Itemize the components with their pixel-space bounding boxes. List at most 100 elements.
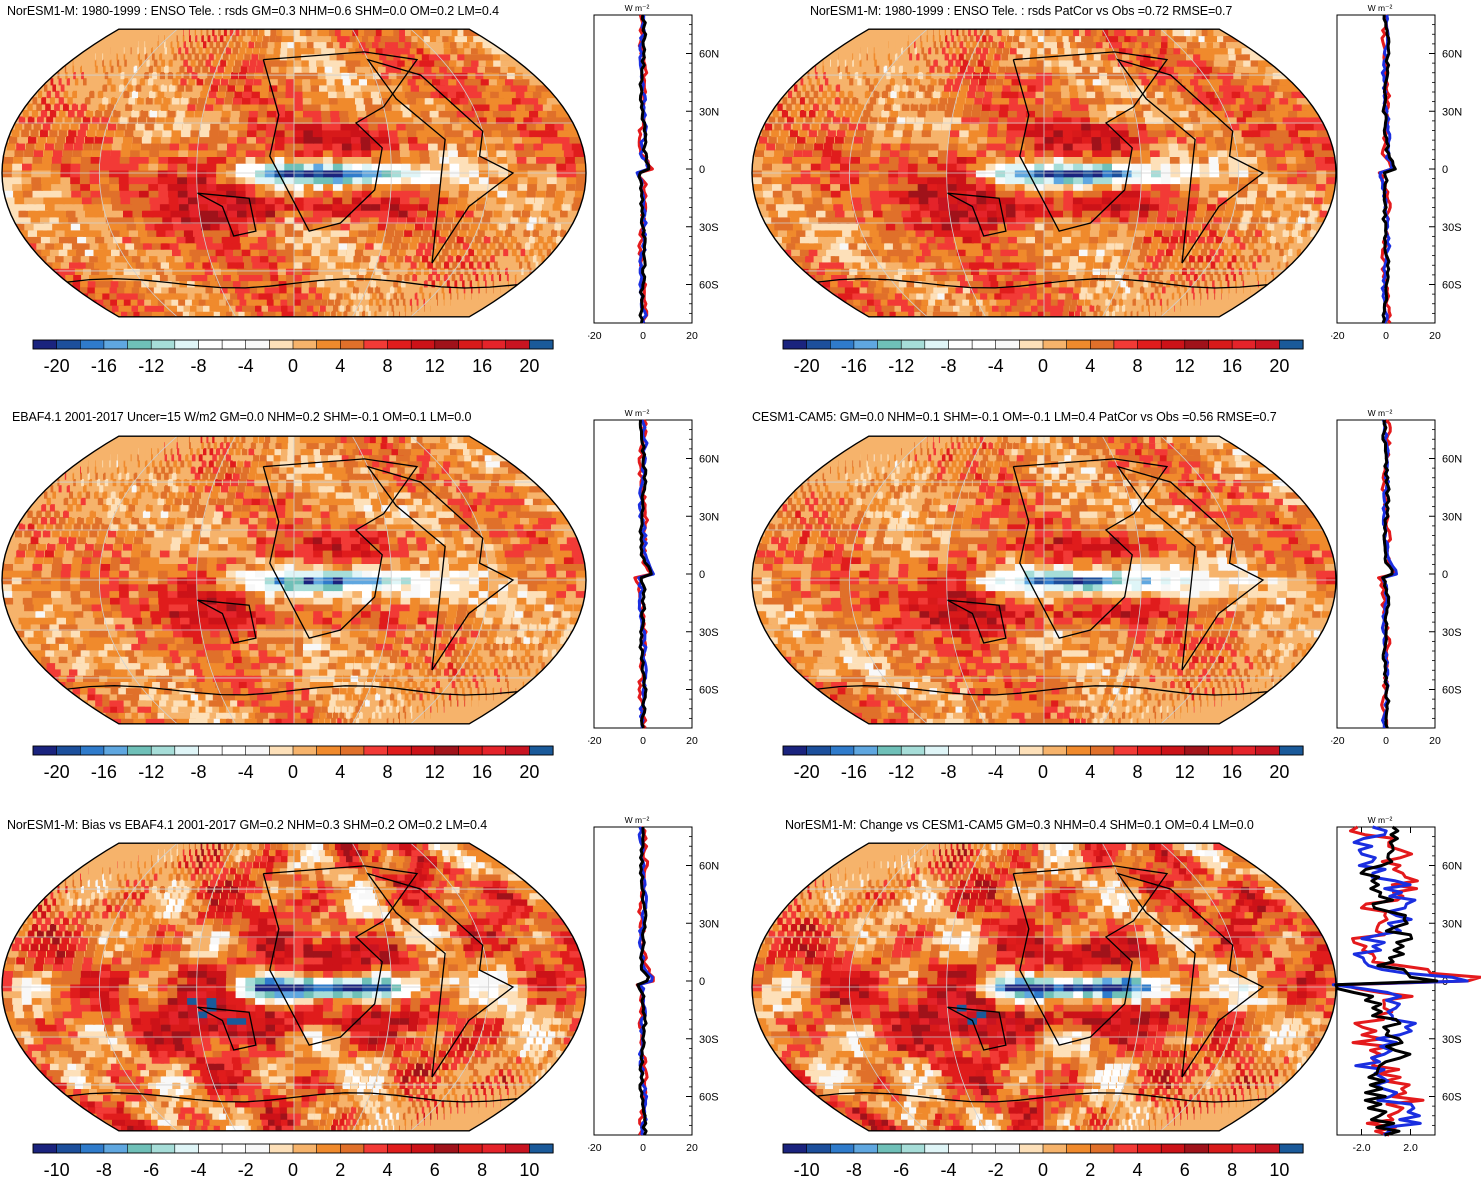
field-cell bbox=[498, 123, 512, 131]
field-cell bbox=[394, 261, 401, 269]
field-cell bbox=[1296, 162, 1308, 171]
field-cell bbox=[150, 142, 160, 151]
field-cell bbox=[1196, 209, 1205, 218]
field-cell bbox=[930, 136, 940, 144]
field-cell bbox=[55, 255, 70, 263]
field-cell bbox=[1269, 129, 1283, 138]
field-cell bbox=[853, 280, 868, 288]
field-cell bbox=[1160, 162, 1172, 171]
field-cell bbox=[1101, 142, 1113, 151]
field-cell bbox=[966, 304, 977, 312]
field-cell bbox=[1231, 90, 1246, 99]
field-cell bbox=[545, 123, 559, 131]
colorbar-frame bbox=[32, 339, 554, 350]
colorbar-swatch bbox=[316, 339, 341, 350]
field-cell bbox=[320, 242, 330, 250]
field-cell bbox=[976, 196, 988, 205]
field-cell bbox=[448, 149, 460, 157]
field-cell bbox=[1092, 196, 1103, 205]
field-cell bbox=[541, 229, 548, 237]
field-cell bbox=[1235, 261, 1240, 269]
field-cell bbox=[1288, 110, 1302, 118]
field-cell bbox=[161, 209, 173, 218]
field-cell bbox=[238, 123, 248, 131]
field-cell bbox=[275, 129, 286, 138]
field-cell bbox=[122, 236, 135, 244]
field-cell bbox=[228, 129, 238, 138]
field-cell bbox=[331, 129, 343, 138]
field-cell bbox=[856, 255, 870, 263]
field-cell bbox=[472, 267, 477, 275]
field-cell bbox=[1255, 267, 1258, 275]
field-cell bbox=[1026, 90, 1037, 99]
field-cell bbox=[208, 209, 220, 218]
field-cell bbox=[1179, 236, 1188, 244]
field-cell bbox=[1138, 129, 1150, 138]
field-cell bbox=[338, 242, 348, 250]
field-cell bbox=[937, 292, 950, 300]
field-cell bbox=[957, 149, 968, 157]
field-cell bbox=[440, 116, 453, 124]
field-cell bbox=[294, 41, 302, 49]
field-cell bbox=[841, 149, 852, 157]
field-cell bbox=[159, 203, 172, 211]
field-cell bbox=[830, 183, 842, 191]
field-cell bbox=[107, 267, 122, 275]
field-cell bbox=[1119, 261, 1127, 269]
field-cell bbox=[139, 286, 153, 294]
robinson-map bbox=[751, 28, 1337, 318]
field-cell bbox=[95, 65, 98, 73]
field-cell bbox=[1044, 156, 1055, 164]
field-cell bbox=[218, 216, 230, 224]
field-cell bbox=[164, 65, 169, 73]
field-cell bbox=[219, 261, 230, 269]
field-cell bbox=[245, 183, 257, 191]
field-cells bbox=[2, 29, 586, 317]
field-cell bbox=[453, 129, 466, 138]
field-cell bbox=[899, 236, 912, 244]
field-cell bbox=[256, 216, 267, 224]
field-cell bbox=[956, 169, 967, 178]
field-cell bbox=[351, 142, 363, 151]
field-cell bbox=[1257, 183, 1268, 191]
field-cell bbox=[163, 97, 171, 105]
field-cell bbox=[1098, 110, 1110, 118]
field-cell bbox=[256, 129, 267, 138]
field-cell bbox=[909, 203, 922, 211]
field-cell bbox=[1063, 156, 1075, 164]
field-cell bbox=[161, 59, 165, 67]
field-cell bbox=[207, 35, 211, 43]
field-cell bbox=[881, 90, 888, 99]
field-cell bbox=[1222, 129, 1235, 138]
field-cell bbox=[188, 142, 199, 151]
field-cell bbox=[109, 176, 120, 185]
field-cell bbox=[266, 223, 277, 231]
field-cell bbox=[984, 90, 993, 99]
field-cell bbox=[911, 209, 923, 218]
field-cell bbox=[124, 286, 139, 294]
field-cell bbox=[194, 53, 199, 61]
field-cell bbox=[230, 72, 239, 80]
field-cell bbox=[180, 248, 193, 257]
field-cell bbox=[315, 292, 323, 300]
field-cell bbox=[264, 183, 276, 191]
field-cell bbox=[1139, 298, 1143, 306]
field-cell bbox=[772, 189, 785, 198]
field-cell bbox=[399, 267, 406, 275]
field-cell bbox=[263, 65, 272, 73]
field-cell bbox=[974, 248, 986, 257]
field-cell bbox=[937, 156, 948, 164]
field-cell bbox=[1170, 183, 1181, 191]
field-cell bbox=[322, 292, 329, 300]
field-cell bbox=[407, 78, 420, 86]
field-cell bbox=[41, 176, 52, 185]
field-cell bbox=[378, 280, 384, 288]
field-cell bbox=[232, 298, 243, 306]
field-cell bbox=[535, 261, 539, 269]
field-cell bbox=[463, 216, 472, 224]
field-cell bbox=[927, 261, 940, 269]
field-cell bbox=[341, 72, 352, 80]
field-cell bbox=[94, 261, 109, 269]
field-cell bbox=[313, 149, 324, 157]
field-cell bbox=[544, 149, 557, 157]
